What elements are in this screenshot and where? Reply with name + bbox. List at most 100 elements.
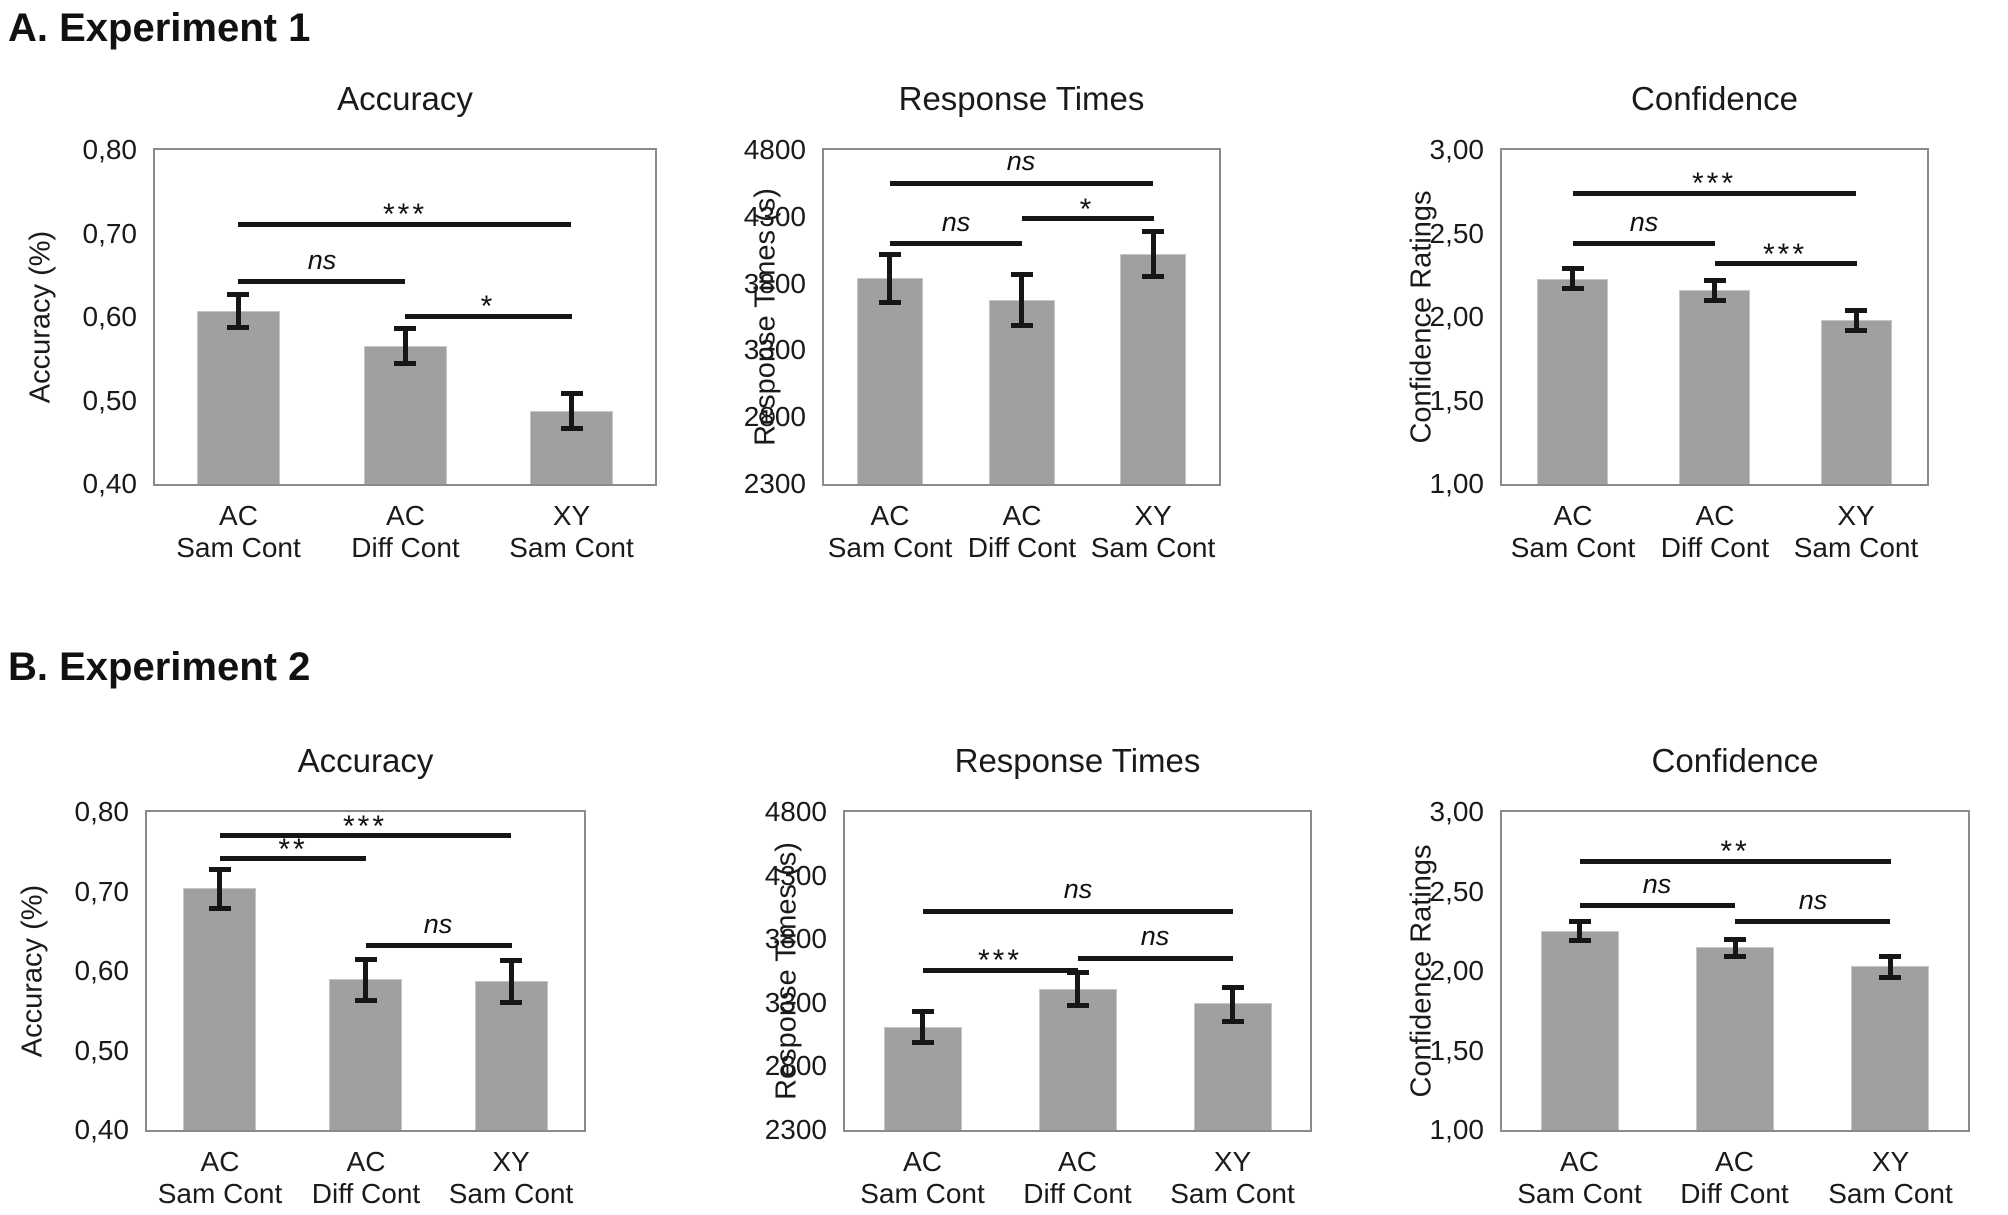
significance-line (405, 314, 572, 319)
y-tick-label: 3800 (743, 267, 806, 299)
x-category-label: AC Diff Cont (1644, 500, 1786, 564)
error-bar-cap (1222, 1019, 1244, 1024)
x-category-label: AC Diff Cont (322, 500, 489, 564)
significance-line (366, 943, 512, 948)
x-category-label: AC Sam Cont (824, 500, 956, 564)
significance-label: ns (1798, 885, 1828, 915)
x-category-line2: Diff Cont (351, 532, 460, 563)
error-bar-cap (1222, 985, 1244, 990)
error-bar (1230, 988, 1235, 1022)
significance-line (1022, 216, 1154, 221)
y-tick-label: 2300 (764, 1114, 827, 1145)
error-bar-cap (1845, 308, 1867, 313)
y-tick-label: 3300 (764, 986, 827, 1018)
x-category-line1: AC (346, 1146, 386, 1177)
bar (183, 888, 256, 1130)
significance-line (238, 222, 571, 227)
y-axis-label: Accuracy (%) (24, 230, 57, 404)
bar (1821, 320, 1892, 484)
error-bar-cap (1724, 954, 1746, 959)
y-tick-label: 4800 (743, 134, 806, 165)
chart-title: Accuracy (337, 80, 473, 117)
x-category-line1: XY (1213, 1146, 1252, 1177)
panel-a-heading: A. Experiment 1 (8, 6, 311, 50)
bar (329, 979, 402, 1130)
error-bar-cap (1569, 938, 1591, 943)
significance-label: *** (977, 944, 1023, 977)
bar (1851, 966, 1929, 1130)
x-category-line2: Sam Cont (157, 1178, 283, 1209)
significance-line (923, 909, 1233, 914)
error-bar-cap (561, 391, 583, 396)
chart-title: Confidence (1631, 80, 1798, 117)
x-category-line2: Sam Cont (448, 1178, 574, 1209)
x-category-line2: Sam Cont (1793, 532, 1919, 563)
x-category-line2: Diff Cont (1660, 532, 1770, 563)
error-bar-cap (355, 998, 377, 1003)
x-category-label: AC Diff Cont (956, 500, 1088, 564)
significance-line (1580, 859, 1891, 864)
x-category-line1: XY (1134, 500, 1172, 531)
significance-label: *** (342, 810, 388, 843)
x-category-line2: Sam Cont (1828, 1178, 1953, 1209)
chart-title: Confidence (1651, 742, 1819, 779)
significance-label: *** (1691, 167, 1737, 200)
error-bar-cap (394, 326, 416, 331)
significance-label: ns (1629, 207, 1659, 237)
x-category-line2: Sam Cont (509, 532, 634, 563)
error-bar-cap (1067, 1003, 1089, 1008)
x-category-label: XY Sam Cont (488, 500, 655, 564)
error-bar-cap (1569, 919, 1591, 924)
significance-label: * (480, 290, 496, 323)
bar (1679, 290, 1750, 484)
significance-line (1715, 261, 1857, 266)
significance-line (220, 833, 511, 838)
y-tick-label: 2,50 (1429, 217, 1485, 249)
x-category-label: XY Sam Cont (1155, 1146, 1310, 1210)
error-bar (509, 961, 514, 1002)
error-bar (1570, 269, 1575, 289)
y-tick-label: 3300 (743, 334, 806, 366)
bar (197, 311, 280, 484)
error-bar-cap (1142, 229, 1164, 234)
y-tick-label: 4300 (764, 859, 827, 891)
error-bar-cap (209, 906, 231, 911)
y-tick-label: 0,40 (82, 468, 138, 499)
significance-line (890, 181, 1153, 186)
chart-exp1-accuracy: Accuracy Accuracy (%) 0,80 0,70 0,60 0,50 0,40… (25, 80, 657, 563)
x-category-line2: Diff Cont (311, 1178, 421, 1209)
x-category-line2: Sam Cont (1090, 532, 1216, 563)
bar (1537, 279, 1608, 484)
error-bar-cap (1724, 937, 1746, 942)
significance-label: ns (1140, 921, 1170, 951)
chart-exp2-confidence: Confidence Confidence Ratings 3,00 2,50 2,00… (1406, 742, 1970, 1209)
y-tick-label: 2,50 (1429, 875, 1485, 907)
error-bar (1151, 231, 1156, 276)
error-bar-cap (1879, 975, 1901, 980)
chart-exp2-response-times: Response Times Response Times (s) 4800 4300… (765, 742, 1312, 1209)
x-category-line1: AC (870, 500, 910, 531)
x-category-line1: XY (552, 500, 591, 531)
y-tick-label: 3,00 (1429, 134, 1485, 165)
y-tick-label: 0,80 (82, 134, 138, 165)
significance-line (1078, 956, 1233, 961)
error-bar-cap (1704, 278, 1726, 283)
error-bar-cap (394, 361, 416, 366)
error-bar-cap (1011, 323, 1033, 328)
y-tick-label: 2300 (743, 468, 806, 499)
x-category-label: XY Sam Cont (438, 1146, 584, 1210)
error-bar-cap (355, 957, 377, 962)
x-category-label: AC Sam Cont (155, 500, 322, 564)
significance-label: ns (941, 207, 971, 237)
error-bar-cap (1142, 274, 1164, 279)
significance-label: ** (1720, 835, 1750, 868)
x-category-line1: AC (1002, 500, 1042, 531)
error-bar-cap (1011, 272, 1033, 277)
x-category-label: AC Diff Cont (1000, 1146, 1155, 1210)
y-tick-label: 1,00 (1429, 468, 1485, 499)
significance-label: * (1079, 193, 1095, 226)
y-tick-label: 3,00 (1429, 796, 1485, 827)
x-category-line2: Sam Cont (860, 1178, 985, 1209)
x-category-line2: Diff Cont (1023, 1178, 1132, 1209)
error-bar-cap (912, 1009, 934, 1014)
